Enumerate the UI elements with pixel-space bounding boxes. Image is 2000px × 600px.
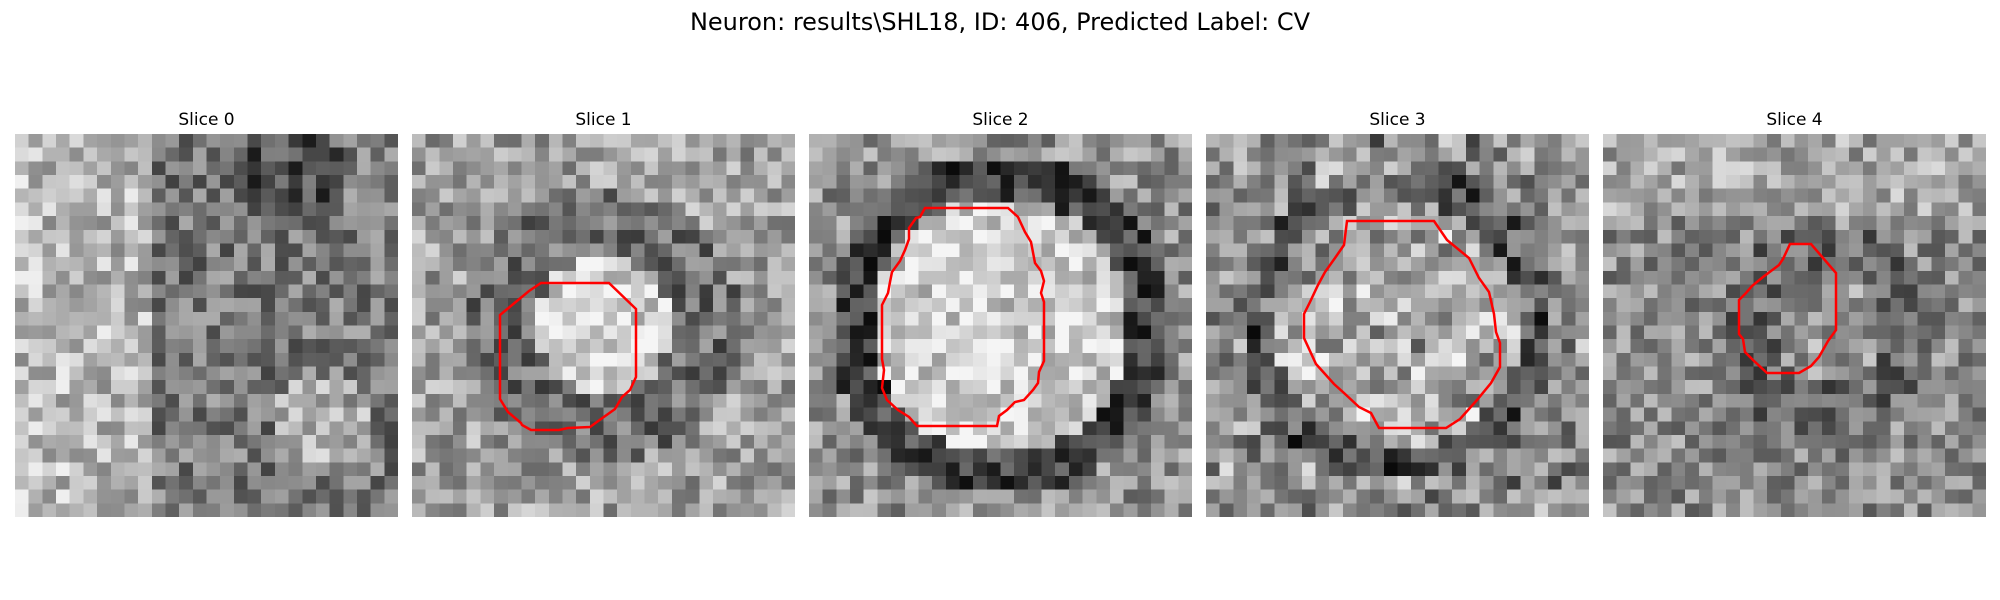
slice-panel-1: Slice 1 xyxy=(412,108,795,517)
slice-panel-4: Slice 4 xyxy=(1603,108,1986,517)
slice-panel-0: Slice 0 xyxy=(15,108,398,517)
slice-title: Slice 4 xyxy=(1766,110,1823,130)
slice-panel-2: Slice 2 xyxy=(809,108,1192,517)
slice-title: Slice 2 xyxy=(972,110,1029,130)
neuron-contour xyxy=(498,281,638,432)
figure-title: Neuron: results\SHL18, ID: 406, Predicte… xyxy=(689,8,1311,36)
neuron-contour xyxy=(880,206,1046,428)
slice-title: Slice 3 xyxy=(1369,110,1426,130)
neuron-contour-overlay xyxy=(880,206,1046,428)
slice-title: Slice 1 xyxy=(575,110,632,130)
slice-image xyxy=(1206,134,1589,517)
neuron-contour xyxy=(1737,242,1838,375)
slice-image xyxy=(809,134,1192,517)
slice-panel-3: Slice 3 xyxy=(1206,108,1589,517)
neuron-contour-overlay xyxy=(498,281,638,432)
slice-image xyxy=(412,134,795,517)
slice-image xyxy=(15,134,398,517)
neuron-contour xyxy=(1302,219,1502,430)
slice-image xyxy=(1603,134,1986,517)
neuron-contour-overlay xyxy=(1737,242,1838,375)
neuron-contour-overlay xyxy=(1302,219,1502,430)
slice-title: Slice 0 xyxy=(178,110,235,130)
